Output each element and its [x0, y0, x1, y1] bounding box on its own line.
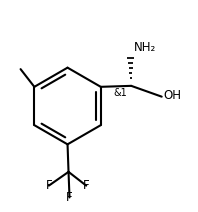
Text: F: F [83, 179, 89, 192]
Text: OH: OH [163, 89, 181, 102]
Text: F: F [66, 191, 73, 204]
Text: NH₂: NH₂ [134, 41, 156, 54]
Text: &1: &1 [113, 88, 127, 98]
Text: F: F [46, 179, 52, 192]
